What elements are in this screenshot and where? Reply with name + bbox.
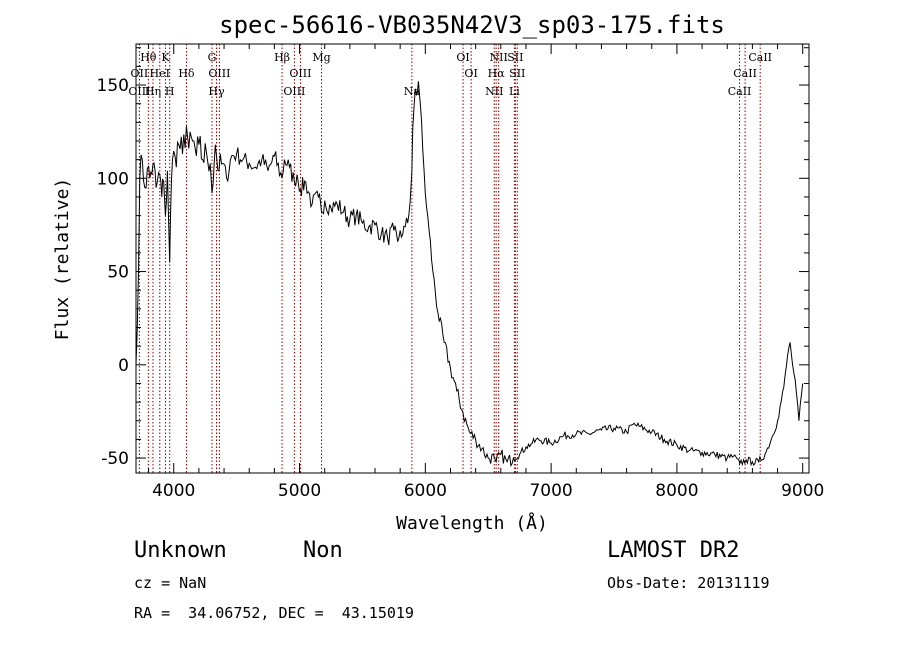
redshift-value: cz = NaN bbox=[134, 574, 207, 592]
line-label-5: K bbox=[161, 51, 170, 64]
line-label-7: Hδ bbox=[178, 67, 195, 80]
line-label-4: Hη bbox=[145, 85, 161, 98]
line-label-22: NII bbox=[485, 85, 503, 98]
spectral-line-markers bbox=[138, 44, 761, 473]
spectrum-chart: spec-56616-VB035N42V3_sp03-175.fits Hθ OI… bbox=[52, 11, 824, 534]
plot-frame bbox=[135, 43, 810, 474]
y-tick-label-2: 50 bbox=[107, 263, 129, 283]
x-tick-label-4: 8000 bbox=[655, 481, 698, 501]
line-label-19: SII bbox=[507, 51, 523, 64]
y-axis-label: Flux (relative) bbox=[52, 178, 73, 341]
line-label-6: H bbox=[165, 85, 175, 98]
line-label-23: Li bbox=[509, 85, 520, 98]
obs-date: Obs-Date: 20131119 bbox=[607, 574, 770, 592]
line-label-9: OIII bbox=[208, 67, 230, 80]
line-label-1: OII bbox=[131, 67, 149, 80]
x-axis-label: Wavelength (Å) bbox=[396, 512, 548, 534]
line-label-0: Hθ bbox=[140, 51, 157, 64]
line-label-17: OI bbox=[464, 67, 477, 80]
line-label-26: CaII bbox=[728, 85, 752, 98]
y-tick-label-1: 0 bbox=[118, 356, 129, 376]
x-tick-label-2: 6000 bbox=[404, 481, 447, 501]
y-tick-label-4: 150 bbox=[97, 76, 129, 96]
x-tick-label-3: 7000 bbox=[529, 481, 572, 501]
x-tick-label-1: 5000 bbox=[278, 481, 321, 501]
line-label-3: OIII bbox=[128, 85, 150, 98]
y-axis-ticks: -50 0 50 100 150 bbox=[97, 47, 809, 469]
line-label-14: Mg bbox=[312, 51, 330, 64]
object-subclass: Non bbox=[303, 538, 343, 563]
line-label-12: OIII bbox=[289, 67, 311, 80]
line-label-25: CaII bbox=[733, 67, 757, 80]
x-axis-ticks: 4000 5000 6000 7000 8000 9000 bbox=[148, 44, 824, 501]
chart-title: spec-56616-VB035N42V3_sp03-175.fits bbox=[219, 11, 725, 39]
y-tick-label-0: -50 bbox=[101, 449, 129, 469]
object-class: Unknown bbox=[134, 538, 227, 563]
coordinates: RA = 34.06752, DEC = 43.15019 bbox=[134, 604, 414, 622]
line-label-21: SII bbox=[509, 67, 525, 80]
line-label-13: OIII bbox=[283, 85, 305, 98]
line-label-10: Hγ bbox=[208, 85, 225, 98]
x-tick-label-5: 9000 bbox=[781, 481, 824, 501]
line-label-18: NII bbox=[490, 51, 508, 64]
line-label-24: CaII bbox=[748, 51, 772, 64]
line-label-11: Hβ bbox=[274, 51, 290, 64]
line-label-16: OI bbox=[456, 51, 469, 64]
line-label-8: G bbox=[208, 51, 217, 64]
spectrum-line bbox=[135, 81, 804, 468]
x-tick-label-0: 4000 bbox=[152, 481, 195, 501]
y-tick-label-3: 100 bbox=[97, 169, 129, 189]
survey-name: LAMOST DR2 bbox=[607, 538, 740, 563]
line-label-2: HeI bbox=[150, 67, 170, 80]
line-label-20: Hα bbox=[488, 67, 506, 80]
